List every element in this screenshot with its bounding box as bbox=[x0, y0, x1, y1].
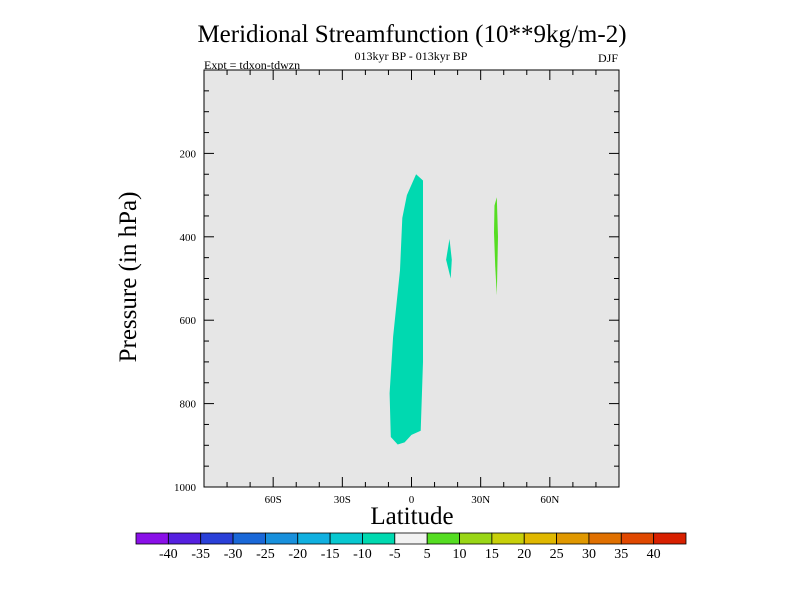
y-axis-label: Pressure (in hPa) bbox=[115, 192, 142, 363]
colorbar-swatch bbox=[653, 532, 687, 545]
colorbar-swatch bbox=[491, 532, 525, 545]
x-axis-label: Latitude bbox=[370, 503, 453, 530]
colorbar-label: 20 bbox=[517, 547, 531, 562]
chart-subtitle-experiment: Expt = tdxon-tdwzn bbox=[204, 58, 300, 72]
colorbar-swatch bbox=[265, 532, 299, 545]
colorbar-swatch bbox=[459, 532, 493, 545]
contour-regions bbox=[389, 174, 498, 445]
colorbar-swatch bbox=[362, 532, 396, 545]
colorbar-swatch bbox=[135, 532, 169, 545]
colorbar: -40 -35 -30 -25 -20 -15 -10 -5 5 10 15 20 25 30 35 40 bbox=[135, 532, 687, 562]
colorbar-swatch bbox=[426, 532, 460, 545]
colorbar-label: 35 bbox=[614, 547, 628, 562]
colorbar-swatch bbox=[556, 532, 590, 545]
colorbar-swatch bbox=[200, 532, 234, 545]
colorbar-label: 5 bbox=[424, 547, 431, 562]
x-tick-label: 30N bbox=[471, 494, 490, 506]
y-tick-label: 800 bbox=[180, 399, 197, 411]
chart-subtitle-period: 013kyr BP - 013kyr BP bbox=[355, 49, 468, 63]
colorbar-swatch bbox=[329, 532, 363, 545]
x-tick-label: 60N bbox=[540, 494, 559, 506]
contour-region-2 bbox=[446, 238, 452, 279]
colorbar-swatch bbox=[523, 532, 557, 545]
colorbar-swatch bbox=[620, 532, 655, 545]
colorbar-label: -25 bbox=[256, 547, 275, 562]
chart-subtitle-season: DJF bbox=[598, 51, 618, 65]
colorbar-label: 10 bbox=[453, 547, 467, 562]
colorbar-label: -5 bbox=[389, 547, 401, 562]
colorbar-swatch bbox=[232, 532, 266, 545]
contour-region-3 bbox=[494, 197, 498, 296]
colorbar-label: 40 bbox=[647, 547, 661, 562]
colorbar-label: 25 bbox=[550, 547, 564, 562]
x-tick-label: 60S bbox=[265, 494, 282, 506]
y-tick-label: 400 bbox=[180, 232, 197, 244]
colorbar-swatch bbox=[394, 532, 428, 545]
colorbar-label: 30 bbox=[582, 547, 596, 562]
colorbar-label: -15 bbox=[321, 547, 340, 562]
axis-ticks: 60S 30S 0 30N 60N 200 400 600 800 1000 bbox=[174, 70, 619, 506]
y-tick-label: 1000 bbox=[174, 482, 197, 494]
chart-title: Meridional Streamfunction (10**9kg/m-2) bbox=[197, 21, 626, 48]
colorbar-label: -30 bbox=[224, 547, 243, 562]
colorbar-swatch bbox=[297, 532, 331, 545]
colorbar-label: -10 bbox=[353, 547, 372, 562]
colorbar-swatch bbox=[588, 532, 622, 545]
colorbar-label: -20 bbox=[288, 547, 307, 562]
colorbar-label: 15 bbox=[485, 547, 499, 562]
y-tick-label: 600 bbox=[180, 315, 197, 327]
colorbar-label: -35 bbox=[191, 547, 210, 562]
x-tick-label: 0 bbox=[409, 494, 415, 506]
x-tick-label: 30S bbox=[334, 494, 351, 506]
y-tick-label: 200 bbox=[180, 148, 197, 160]
colorbar-swatch bbox=[167, 532, 202, 545]
colorbar-label: -40 bbox=[159, 547, 178, 562]
contour-region-1 bbox=[389, 174, 423, 445]
